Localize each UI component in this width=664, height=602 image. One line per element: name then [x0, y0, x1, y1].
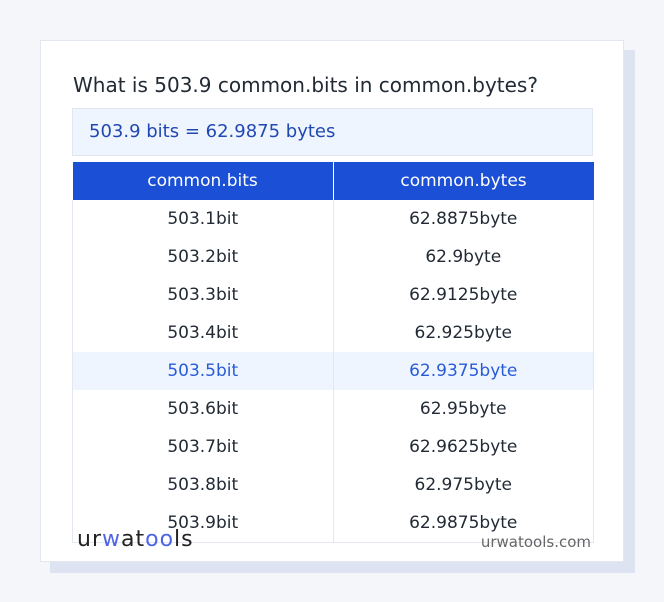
bytes-cell: 62.925byte [332, 314, 594, 352]
bytes-cell: 62.9625byte [332, 428, 594, 466]
conversion-table: common.bits common.bytes 503.1bit 62.8875… [72, 162, 594, 543]
result-box: 503.9 bits = 62.9875 bytes [72, 108, 593, 156]
site-link[interactable]: urwatools.com [480, 533, 591, 551]
bits-cell: 503.7bit [72, 428, 334, 466]
table-row: 503.7bit 62.9625byte [72, 428, 594, 466]
bits-cell: 503.1bit [72, 200, 334, 238]
page-title: What is 503.9 common.bits in common.byte… [73, 73, 538, 97]
table-row: 503.6bit 62.95byte [72, 390, 594, 428]
bits-cell: 503.4bit [72, 314, 334, 352]
bits-cell: 503.8bit [72, 466, 334, 504]
bytes-cell: 62.95byte [332, 390, 594, 428]
bytes-cell: 62.975byte [332, 466, 594, 504]
table-row: 503.9bit 62.9875byte [72, 504, 594, 543]
table-row: 503.5bit 62.9375byte [72, 352, 594, 390]
bits-cell: 503.2bit [72, 238, 334, 276]
column-header-bits: common.bits [72, 162, 333, 200]
bytes-cell: 62.8875byte [332, 200, 594, 238]
table-row: 503.1bit 62.8875byte [72, 200, 594, 238]
bits-cell: 503.9bit [72, 504, 334, 543]
bytes-cell: 62.9875byte [332, 504, 594, 543]
table-row: 503.4bit 62.925byte [72, 314, 594, 352]
bits-cell: 503.5bit [72, 352, 334, 390]
bytes-cell: 62.9125byte [332, 276, 594, 314]
bytes-cell: 62.9375byte [332, 352, 594, 390]
converter-card: What is 503.9 common.bits in common.byte… [40, 40, 624, 562]
table-row: 503.2bit 62.9byte [72, 238, 594, 276]
bits-cell: 503.6bit [72, 390, 334, 428]
bits-cell: 503.3bit [72, 276, 334, 314]
bytes-cell: 62.9byte [332, 238, 594, 276]
column-header-bytes: common.bytes [332, 162, 594, 200]
table-row: 503.8bit 62.975byte [72, 466, 594, 504]
table-row: 503.3bit 62.9125byte [72, 276, 594, 314]
urwatools-logo[interactable]: urwatools [77, 527, 194, 552]
